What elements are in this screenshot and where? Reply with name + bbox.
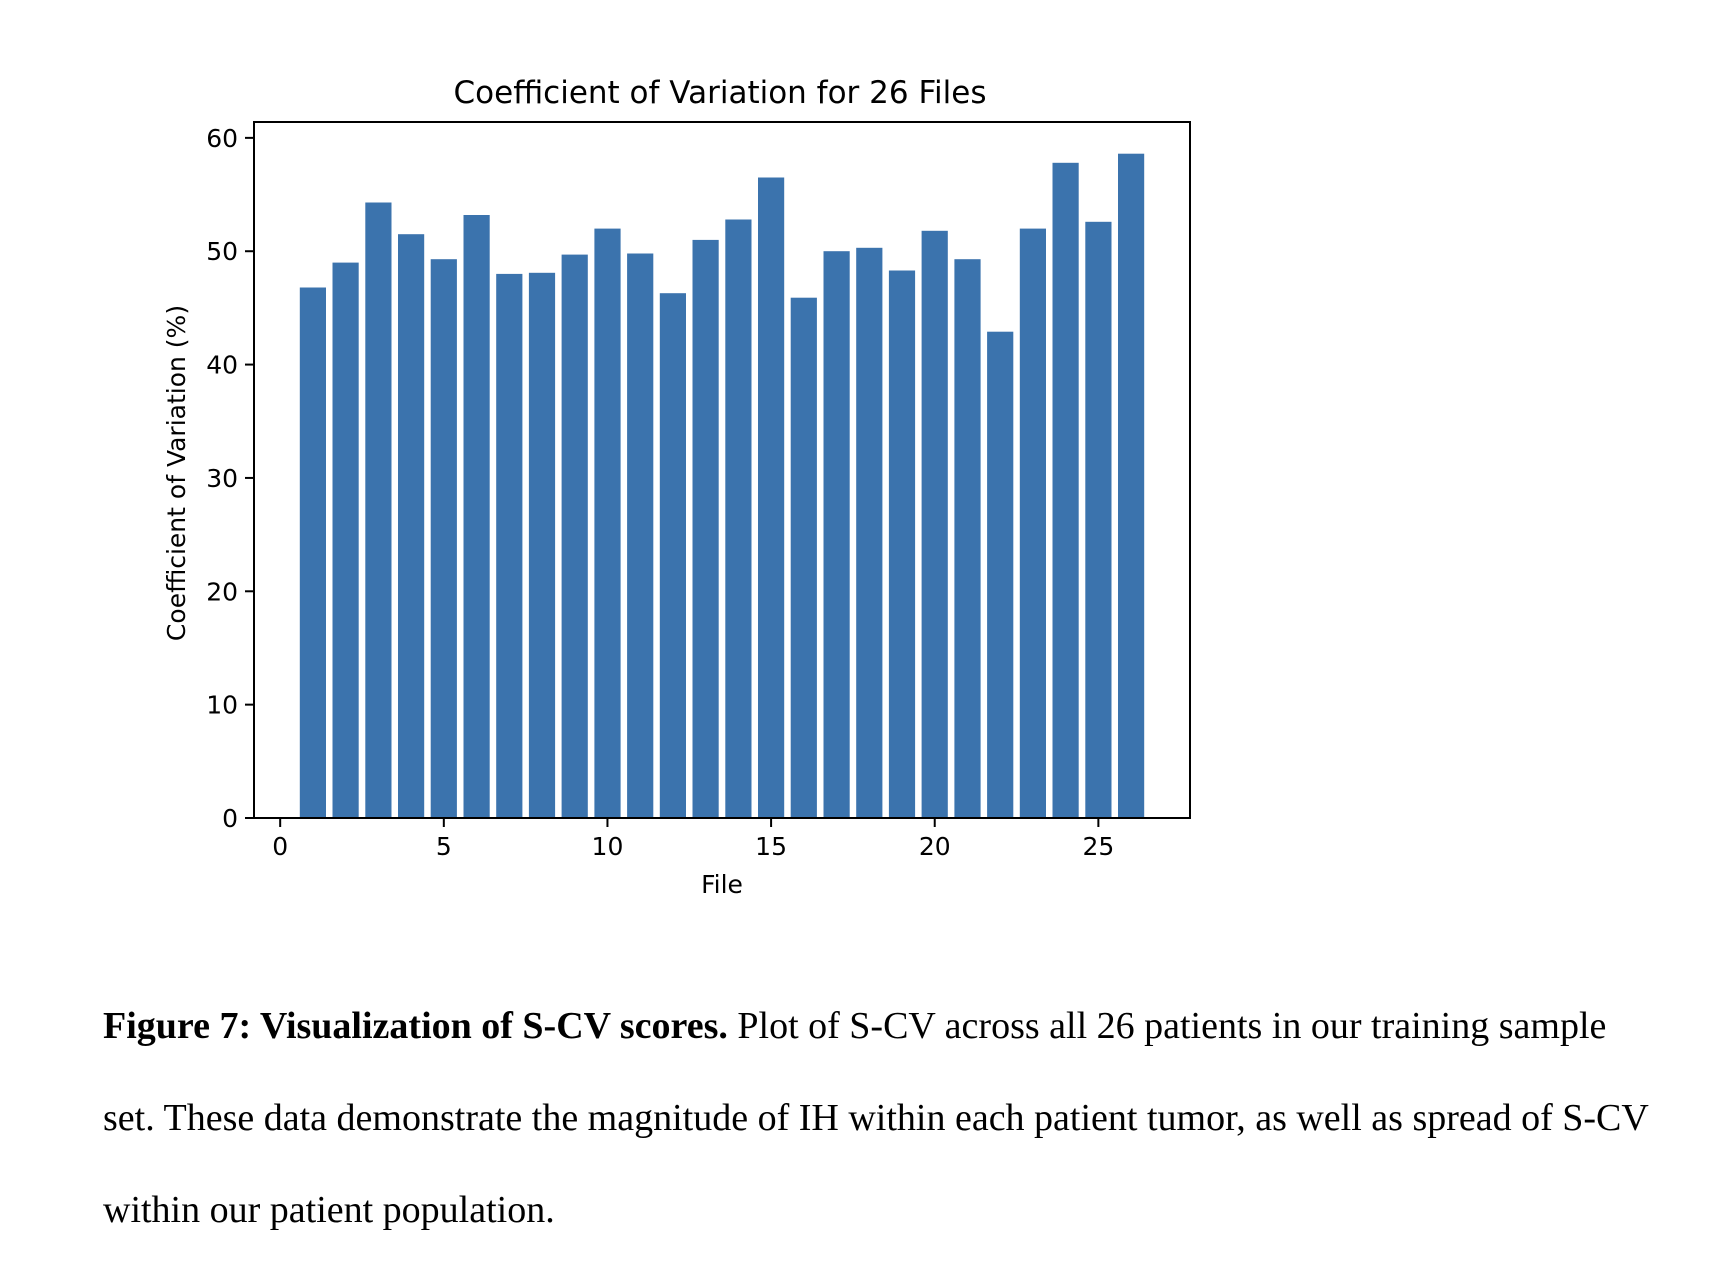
x-tick-label: 25 bbox=[1082, 832, 1114, 861]
bar-file-12 bbox=[659, 293, 686, 818]
y-axis-label: Coefficient of Variation (%) bbox=[162, 305, 191, 641]
bar-file-19 bbox=[888, 270, 916, 818]
bar-file-26 bbox=[1118, 153, 1145, 818]
bar-file-2 bbox=[332, 262, 359, 819]
bar-file-16 bbox=[790, 297, 817, 818]
bar-file-4 bbox=[398, 234, 425, 818]
y-tick-label: 50 bbox=[206, 237, 238, 266]
bar-file-6 bbox=[463, 215, 490, 818]
bar-file-22 bbox=[987, 331, 1014, 818]
x-tick-label: 20 bbox=[919, 832, 951, 861]
bar-file-5 bbox=[430, 259, 457, 818]
y-tick-label: 10 bbox=[206, 691, 238, 720]
bar-file-10 bbox=[594, 228, 621, 819]
bar-file-9 bbox=[561, 254, 588, 819]
x-axis: 0 5 10 15 20 25 bbox=[272, 818, 1114, 861]
bar-file-14 bbox=[725, 219, 752, 818]
figure-caption: Figure 7: Visualization of S-CV scores. … bbox=[103, 980, 1663, 1256]
bars-group bbox=[299, 153, 1145, 819]
y-tick-label: 60 bbox=[206, 124, 238, 153]
bar-file-15 bbox=[758, 177, 785, 818]
y-tick-label: 20 bbox=[206, 577, 238, 606]
bar-file-13 bbox=[692, 239, 719, 818]
caption-text: Plot of S-CV across all 26 patients in o… bbox=[103, 1005, 1649, 1231]
x-tick-label: 10 bbox=[592, 832, 624, 861]
y-tick-label: 30 bbox=[206, 464, 238, 493]
y-tick-label: 0 bbox=[222, 804, 238, 833]
bar-file-25 bbox=[1085, 221, 1112, 819]
bar-file-21 bbox=[954, 259, 981, 818]
bar-file-23 bbox=[1019, 228, 1046, 819]
x-axis-label: File bbox=[701, 870, 743, 899]
bar-file-1 bbox=[299, 287, 326, 818]
bar-file-11 bbox=[627, 253, 654, 818]
bar-file-8 bbox=[528, 272, 556, 818]
bar-file-24 bbox=[1052, 162, 1079, 819]
caption-label: Figure 7: Visualization of S-CV scores. bbox=[103, 1005, 728, 1047]
bar-file-20 bbox=[921, 230, 948, 819]
bar-chart: Coefficient of Variation for 26 Files 0 1… bbox=[162, 75, 1191, 899]
bar-file-7 bbox=[496, 273, 523, 818]
bar-file-18 bbox=[856, 247, 883, 819]
plot-frame bbox=[253, 121, 1191, 819]
bar-file-3 bbox=[365, 202, 392, 818]
chart-title: Coefficient of Variation for 26 Files bbox=[454, 75, 987, 111]
bar-file-17 bbox=[823, 251, 850, 818]
y-axis: 0 10 20 30 40 50 60 bbox=[206, 124, 254, 833]
x-tick-label: 15 bbox=[755, 832, 787, 861]
x-tick-label: 0 bbox=[272, 832, 288, 861]
x-tick-label: 5 bbox=[436, 832, 452, 861]
y-tick-label: 40 bbox=[206, 351, 238, 380]
